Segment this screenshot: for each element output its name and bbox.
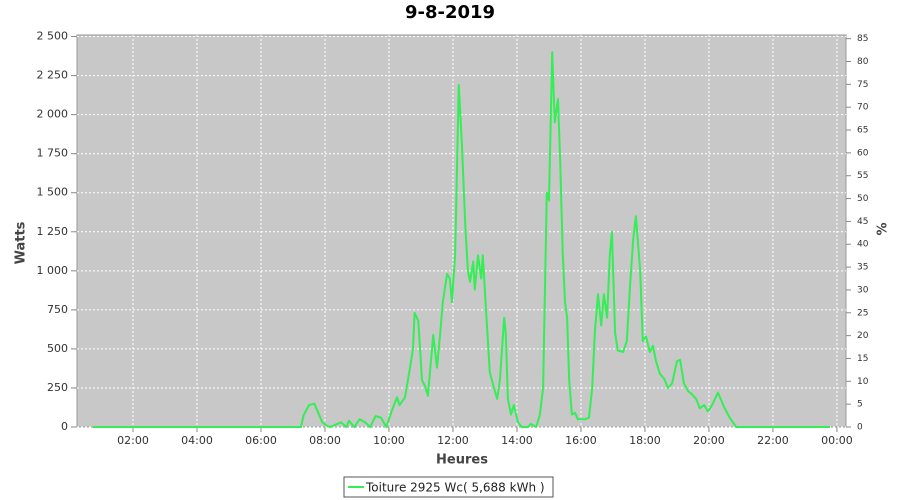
y2-tick-label: 70 [857,103,869,113]
y2-tick-label: 75 [857,80,868,90]
y-tick-label: 1 000 [37,264,69,277]
legend [343,476,554,498]
x-axis-title: Heures [436,453,488,468]
y-tick-label: 500 [47,342,68,355]
x-tick-label: 10:00 [373,434,405,447]
y-tick-label: 1 750 [37,147,69,160]
y-tick-label: 2 250 [37,69,69,82]
x-tick-label: 08:00 [309,434,341,447]
x-tick-label: 16:00 [565,434,597,447]
y-tick-label: 1 250 [37,225,69,238]
y2-tick-label: 20 [857,331,869,341]
y2-tick-label: 30 [857,285,869,295]
y2-tick-label: 10 [857,377,869,387]
legend-label: Toiture 2925 Wc( 5,688 kWh ) [365,481,545,495]
chart-title: 9-8-2019 [405,2,495,23]
y2-tick-label: 45 [857,217,868,227]
y-tick-label: 750 [47,303,68,316]
y2-tick-label: 0 [857,423,863,433]
y2-axis-title: % [876,222,891,235]
y2-tick-label: 55 [857,171,868,181]
x-tick-label: 18:00 [629,434,661,447]
y2-tick-label: 50 [857,194,869,204]
series-line [93,51,830,428]
y-tick-label: 2 500 [37,30,69,43]
y-tick-label: 0 [61,420,68,433]
x-tick-label: 20:00 [693,434,725,447]
y-axis-title: Watts [14,221,29,264]
x-tick-label: 22:00 [757,434,789,447]
x-tick-label: 12:00 [437,434,469,447]
plot-area [76,34,847,428]
x-tick-label: 14:00 [501,434,533,447]
y-tick-label: 250 [47,381,68,394]
y2-tick-label: 60 [857,148,869,158]
y2-tick-label: 80 [857,57,869,67]
y2-tick-label: 85 [857,34,868,44]
y-tick-label: 1 500 [37,186,69,199]
x-tick-label: 00:00 [821,434,853,447]
y2-tick-label: 15 [857,354,868,364]
y2-tick-label: 40 [857,240,869,250]
y-tick-label: 2 000 [37,108,69,121]
x-tick-label: 02:00 [117,434,149,447]
y2-tick-label: 35 [857,263,868,273]
y2-tick-label: 25 [857,308,868,318]
x-tick-label: 06:00 [245,434,277,447]
y2-tick-label: 5 [857,400,863,410]
y2-tick-label: 65 [857,126,868,136]
x-tick-label: 04:00 [181,434,213,447]
